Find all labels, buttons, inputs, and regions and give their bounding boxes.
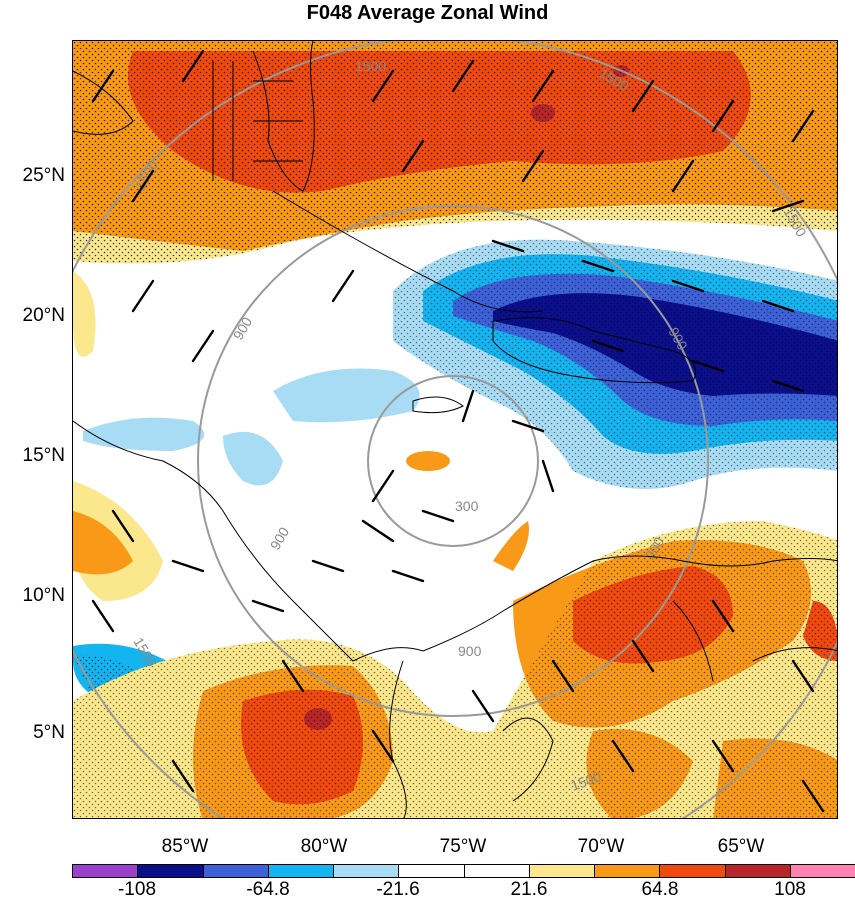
svg-text:900: 900 — [458, 643, 482, 659]
lon-label-85w: 85°W — [161, 836, 209, 857]
colorbar-swatch — [660, 865, 726, 877]
coastlines — [73, 41, 837, 818]
colorbar-swatch — [203, 865, 269, 877]
map-title: F048 Average Zonal Wind — [306, 2, 549, 24]
lat-label-15n: 15°N — [22, 445, 65, 466]
lat-label-25n: 25°N — [22, 165, 65, 186]
colorbar — [72, 864, 855, 878]
colorbar-swatch — [725, 865, 791, 877]
ring-label-300: 300 — [455, 498, 479, 514]
lat-label-10n: 10°N — [22, 585, 65, 606]
colorbar-swatch — [73, 865, 139, 877]
colorbar-swatch — [595, 865, 661, 877]
positive-wind-band-south — [73, 521, 837, 818]
lon-label-80w: 80°W — [300, 836, 348, 857]
colorbar-label: -64.8 — [246, 879, 290, 900]
lat-label-20n: 20°N — [22, 305, 65, 326]
colorbar-swatch — [138, 865, 204, 877]
zonal-wind-map: 300 900 900 900 900 900 1500 1500 1500 1… — [73, 41, 837, 818]
colorbar-swatch — [268, 865, 334, 877]
lon-label-70w: 70°W — [577, 836, 625, 857]
lon-label-75w: 75°W — [439, 836, 487, 857]
colorbar-swatch — [399, 865, 465, 877]
svg-text:1500: 1500 — [355, 58, 386, 74]
colorbar-label: 64.8 — [641, 879, 679, 900]
positive-wind-cells — [73, 271, 529, 601]
range-rings — [73, 41, 837, 818]
colorbar-label: 21.6 — [510, 879, 548, 900]
map-panel: 300 900 900 900 900 900 1500 1500 1500 1… — [72, 40, 838, 819]
colorbar-swatch — [790, 865, 855, 877]
negative-wind-band — [73, 239, 837, 707]
colorbar-swatch — [334, 865, 400, 877]
colorbar-label: -21.6 — [376, 879, 420, 900]
colorbar-label: -108 — [117, 879, 157, 900]
lon-label-65w: 65°W — [717, 836, 765, 857]
wind-barbs — [91, 49, 825, 813]
colorbar-label: 108 — [774, 879, 806, 900]
colorbar-swatch — [529, 865, 595, 877]
lat-label-5n: 5°N — [33, 722, 65, 743]
colorbar-swatch — [464, 865, 530, 877]
